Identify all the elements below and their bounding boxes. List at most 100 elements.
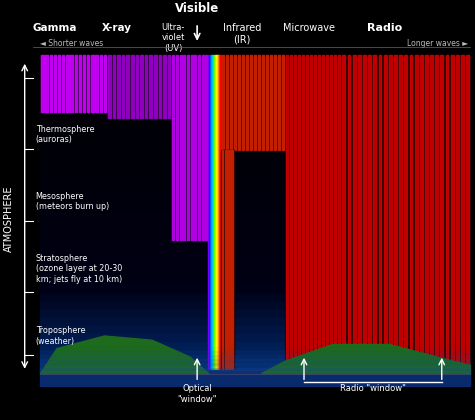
Bar: [79, 55, 81, 112]
Bar: [131, 55, 133, 118]
Bar: [40, 302, 470, 310]
Bar: [40, 214, 470, 222]
Bar: [222, 150, 223, 374]
Bar: [159, 55, 161, 118]
Bar: [358, 55, 361, 374]
Bar: [50, 55, 52, 112]
Bar: [40, 102, 470, 110]
Bar: [215, 55, 216, 374]
Bar: [40, 358, 470, 366]
Bar: [40, 55, 470, 63]
Bar: [40, 134, 470, 142]
Bar: [234, 55, 236, 150]
Bar: [40, 230, 470, 238]
Bar: [40, 222, 470, 230]
Bar: [238, 55, 240, 150]
Bar: [225, 150, 227, 374]
Bar: [353, 55, 356, 374]
Bar: [183, 55, 185, 240]
Bar: [83, 55, 85, 112]
Text: ATMOSPHERE: ATMOSPHERE: [3, 185, 14, 252]
Bar: [40, 142, 470, 150]
Bar: [415, 55, 418, 374]
Bar: [40, 79, 470, 87]
Bar: [40, 350, 470, 358]
Bar: [40, 310, 470, 318]
Bar: [425, 55, 428, 374]
Bar: [40, 346, 470, 353]
Bar: [40, 110, 470, 118]
Bar: [40, 370, 470, 386]
Bar: [430, 55, 433, 374]
Bar: [420, 55, 423, 374]
Bar: [140, 55, 143, 118]
Bar: [201, 55, 204, 240]
Bar: [285, 55, 341, 374]
Bar: [326, 55, 328, 374]
Bar: [40, 246, 470, 254]
Text: Radio: Radio: [367, 23, 402, 33]
Bar: [231, 150, 233, 374]
Bar: [318, 55, 321, 374]
Bar: [107, 55, 171, 118]
Bar: [294, 55, 296, 374]
Bar: [250, 55, 252, 150]
Bar: [198, 55, 200, 240]
Bar: [136, 55, 138, 118]
Bar: [214, 55, 215, 374]
Bar: [40, 366, 470, 374]
Bar: [40, 326, 470, 334]
Bar: [40, 254, 470, 262]
Bar: [348, 55, 351, 374]
Bar: [40, 286, 470, 294]
Bar: [40, 318, 470, 326]
Text: Ultra-
violet
(UV): Ultra- violet (UV): [162, 23, 185, 53]
Bar: [75, 55, 77, 112]
Bar: [40, 94, 470, 102]
Bar: [40, 278, 470, 286]
Bar: [145, 55, 147, 118]
Bar: [40, 150, 470, 158]
Bar: [213, 55, 214, 374]
Bar: [87, 55, 89, 112]
Bar: [40, 342, 470, 350]
Bar: [40, 126, 470, 134]
Text: Microwave: Microwave: [283, 23, 335, 33]
Bar: [446, 55, 448, 374]
Bar: [456, 55, 459, 374]
Bar: [40, 294, 470, 302]
Bar: [66, 55, 68, 112]
Bar: [230, 55, 232, 150]
Bar: [209, 55, 210, 374]
Bar: [384, 55, 387, 374]
Text: Thermosphere
(auroras): Thermosphere (auroras): [36, 125, 94, 144]
Bar: [322, 55, 324, 374]
Bar: [242, 55, 244, 150]
Bar: [278, 55, 280, 150]
Bar: [46, 55, 48, 112]
Bar: [389, 55, 392, 374]
Bar: [394, 55, 397, 374]
Bar: [190, 55, 192, 240]
Bar: [40, 334, 470, 342]
Bar: [246, 55, 248, 150]
Bar: [95, 55, 98, 112]
Bar: [194, 55, 196, 240]
Bar: [262, 55, 265, 150]
Bar: [205, 55, 207, 240]
Bar: [70, 55, 73, 112]
Bar: [451, 55, 454, 374]
Bar: [330, 55, 332, 374]
Bar: [208, 55, 209, 374]
Bar: [212, 55, 213, 374]
Bar: [117, 55, 120, 118]
Text: Infrared
(IR): Infrared (IR): [223, 23, 261, 45]
Text: Optical
"window": Optical "window": [177, 384, 217, 404]
Text: Gamma: Gamma: [32, 23, 77, 33]
Bar: [373, 55, 376, 374]
Bar: [40, 270, 470, 278]
Bar: [40, 118, 470, 126]
Bar: [226, 55, 228, 150]
Bar: [219, 55, 220, 374]
Bar: [40, 87, 470, 94]
